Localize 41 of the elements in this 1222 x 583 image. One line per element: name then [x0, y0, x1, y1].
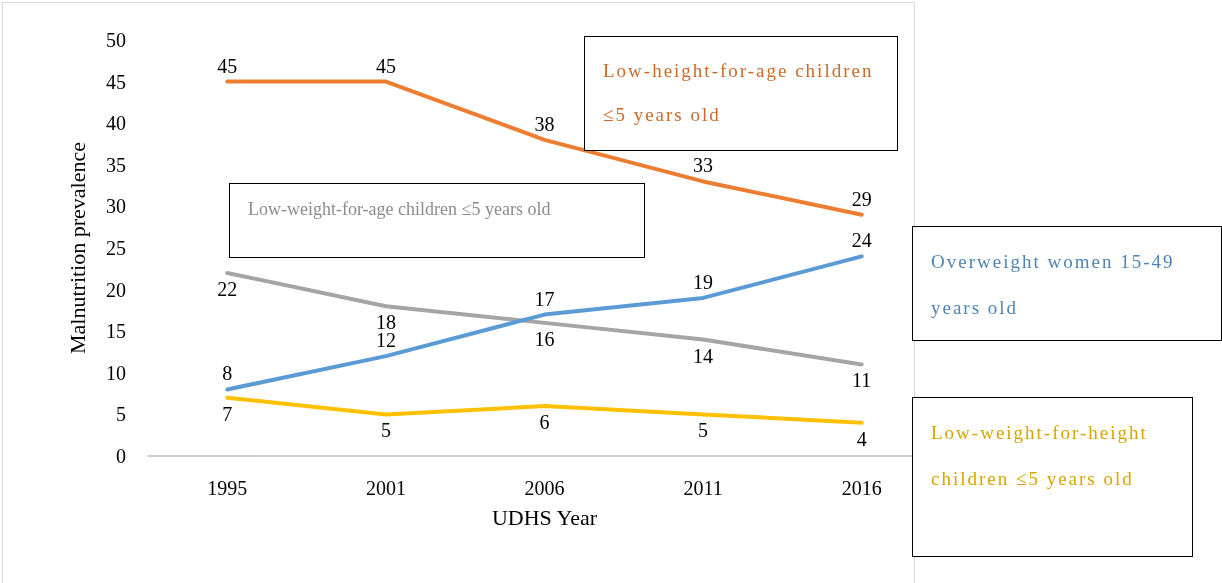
data-label: 7: [222, 402, 233, 425]
y-tick-label: 10: [106, 361, 126, 384]
text: Low-weight-for-age children ≤5 years old: [248, 199, 551, 219]
y-tick-label: 15: [106, 320, 126, 343]
data-label: 45: [217, 54, 238, 77]
x-tick-label: 2001: [365, 477, 406, 499]
text-box: Low-weight-for-age children ≤5 years old: [229, 183, 645, 258]
y-tick-label: 30: [106, 195, 126, 218]
data-label: 24: [851, 229, 872, 252]
data-label: 33: [693, 154, 714, 177]
x-axis-title: UDHS Year: [491, 504, 598, 530]
data-label: 14: [693, 344, 714, 367]
y-tick-label: 35: [106, 153, 126, 176]
y-tick-label: 25: [106, 237, 126, 259]
x-tick-label: 2006: [524, 477, 565, 499]
y-tick-label: 0: [116, 445, 126, 467]
data-label: 4: [856, 427, 867, 450]
y-tick-label: 45: [106, 70, 126, 93]
y-tick-label: 50: [106, 29, 126, 51]
y-tick-label: 20: [106, 278, 126, 301]
data-label: 5: [380, 419, 391, 442]
data-label: 6: [539, 411, 550, 434]
x-tick-label: 1995: [207, 477, 248, 499]
data-label: 19: [693, 270, 714, 293]
y-axis-title: Malnutrition prevalence: [64, 142, 90, 354]
data-label: 11: [852, 369, 872, 392]
data-label: 17: [534, 287, 555, 310]
data-label: 22: [217, 277, 238, 300]
data-label: 5: [698, 419, 709, 442]
data-label: 16: [534, 327, 555, 350]
x-tick-label: 2011: [683, 477, 723, 499]
data-label: 38: [534, 112, 555, 135]
data-label: 8: [222, 362, 233, 385]
text-box: Overweight women 15-49 years old: [912, 226, 1222, 341]
y-tick-label: 5: [116, 403, 126, 426]
x-tick-label: 2016: [841, 477, 882, 499]
text-box: Low-weight-for-height children ≤5 years old: [912, 397, 1193, 557]
y-tick-label: 40: [106, 112, 126, 135]
data-label: 29: [851, 187, 872, 210]
data-label: 45: [375, 54, 396, 77]
text-box: Low-height-for-age children ≤5 years old: [584, 36, 898, 151]
